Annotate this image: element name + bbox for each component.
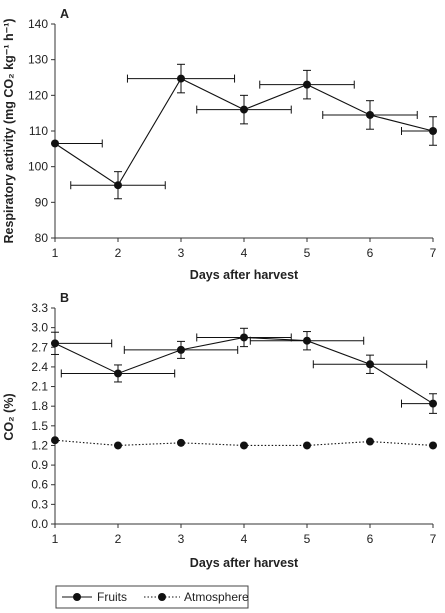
- panel-b-fruits-series-point: [177, 345, 185, 354]
- legend-atmosphere-label: Atmosphere: [184, 590, 249, 604]
- panel-a-y-axis-label: Respiratory activity (mg CO₂ kg⁻¹ h⁻¹): [2, 18, 16, 243]
- panel-b-y-tick-label: 2.4: [31, 360, 48, 374]
- panel-b-y-tick-label: 0.0: [31, 517, 48, 531]
- panel-a-y-ticks: 80 90 100 110 120 130 140: [28, 17, 55, 245]
- panel-a: A 80 90 100 110 120 130 140 1 2 3 4 5 6 7 Days after…: [2, 7, 437, 282]
- panel-b-atmosphere-series-point: [240, 441, 248, 450]
- panel-a-fruits-series-point: [240, 105, 248, 114]
- panel-b-fruits-series-point: [114, 369, 122, 378]
- panel-b-y-tick-label: 1.5: [31, 419, 48, 433]
- panel-a-x-ticks: 1 2 3 4 5 6 7: [52, 238, 437, 260]
- panel-b-series: [51, 327, 437, 450]
- panel-b-x-tick-label: 4: [241, 532, 248, 546]
- panel-a-y-tick-label: 90: [35, 195, 49, 209]
- panel-a-x-tick-label: 1: [52, 246, 59, 260]
- panel-a-y-tick-label: 120: [28, 88, 48, 102]
- panel-b-atmosphere-series-point: [51, 436, 59, 445]
- panel-a-fruits-series-point: [303, 80, 311, 89]
- panel-b-atmosphere-series-point: [303, 441, 311, 450]
- panel-b-y-tick-label: 2.7: [31, 340, 48, 354]
- panel-b-fruits-series-point: [366, 360, 374, 369]
- panel-a-series: [51, 63, 437, 200]
- panel-b-x-tick-label: 3: [178, 532, 185, 546]
- panel-b-y-ticks: 0.0 0.3 0.6 0.9 1.2 1.5 1.8 2.1 2.4 2.7 3.0 3.3: [31, 301, 55, 531]
- panel-a-x-tick-label: 6: [367, 246, 374, 260]
- panel-a-x-tick-label: 3: [178, 246, 185, 260]
- panel-b-atmosphere-series-point: [366, 437, 374, 446]
- panel-b-y-tick-label: 0.6: [31, 478, 48, 492]
- panel-a-x-axis-label: Days after harvest: [190, 268, 299, 282]
- panel-a-fruits-series-point: [429, 127, 437, 135]
- panel-b-fruits-series-point: [51, 339, 59, 348]
- panel-a-y-tick-label: 80: [35, 231, 49, 245]
- panel-b-y-axis-label: CO₂ (%): [2, 393, 16, 440]
- panel-b-y-tick-label: 1.8: [31, 399, 48, 413]
- panel-b-fruits-series-point: [429, 399, 437, 408]
- panel-b-fruits-series-line: [54, 336, 434, 405]
- panel-b-x-tick-label: 1: [52, 532, 59, 546]
- panel-b-label: B: [60, 291, 69, 305]
- legend-atmosphere-marker: [158, 593, 166, 601]
- panel-b-x-tick-label: 7: [430, 532, 437, 546]
- panel-b-y-tick-label: 3.0: [31, 321, 48, 335]
- panel-a-y-tick-label: 130: [28, 53, 48, 67]
- panel-b: B 0.0 0.3 0.6 0.9 1.2 1.5 1.8 2.1 2.4 2.7 3.0 3.3 1…: [2, 291, 437, 570]
- panel-b-y-tick-label: 0.3: [31, 497, 48, 511]
- panel-b-x-tick-label: 5: [304, 532, 311, 546]
- panel-a-y-tick-label: 140: [28, 17, 48, 31]
- panel-b-atmosphere-series-point: [114, 441, 122, 450]
- panel-b-y-tick-label: 3.3: [31, 301, 48, 315]
- panel-a-fruits-series-point: [177, 74, 185, 83]
- legend-fruits-label: Fruits: [97, 590, 127, 604]
- panel-a-x-tick-label: 7: [430, 246, 437, 260]
- panel-b-y-tick-label: 0.9: [31, 458, 48, 472]
- panel-a-x-tick-label: 4: [241, 246, 248, 260]
- panel-a-fruits-series-point: [366, 110, 374, 119]
- panel-b-x-axis-label: Days after harvest: [190, 556, 299, 570]
- legend: Fruits Atmosphere: [55, 585, 249, 609]
- panel-a-x-tick-label: 2: [115, 246, 122, 260]
- panel-b-atmosphere-series-point: [177, 438, 185, 447]
- panel-b-x-tick-label: 6: [367, 532, 374, 546]
- panel-a-y-tick-label: 100: [28, 160, 48, 174]
- panel-b-fruits-series-point: [240, 333, 248, 342]
- panel-b-x-ticks: 1 2 3 4 5 6 7: [52, 524, 437, 546]
- panel-a-fruits-series-point: [51, 139, 59, 148]
- panel-a-y-tick-label: 110: [29, 124, 48, 138]
- panel-a-x-tick-label: 5: [304, 246, 311, 260]
- panel-a-fruits-series-point: [114, 181, 122, 190]
- panel-b-fruits-series-point: [303, 336, 311, 345]
- panel-a-fruits-series-line: [54, 77, 434, 186]
- legend-fruits-marker: [73, 593, 81, 601]
- panel-b-y-tick-label: 1.2: [31, 438, 48, 452]
- panel-b-x-tick-label: 2: [115, 532, 122, 546]
- panel-b-atmosphere-series-point: [429, 441, 437, 450]
- panel-a-label: A: [60, 7, 69, 21]
- panel-b-y-tick-label: 2.1: [31, 380, 48, 394]
